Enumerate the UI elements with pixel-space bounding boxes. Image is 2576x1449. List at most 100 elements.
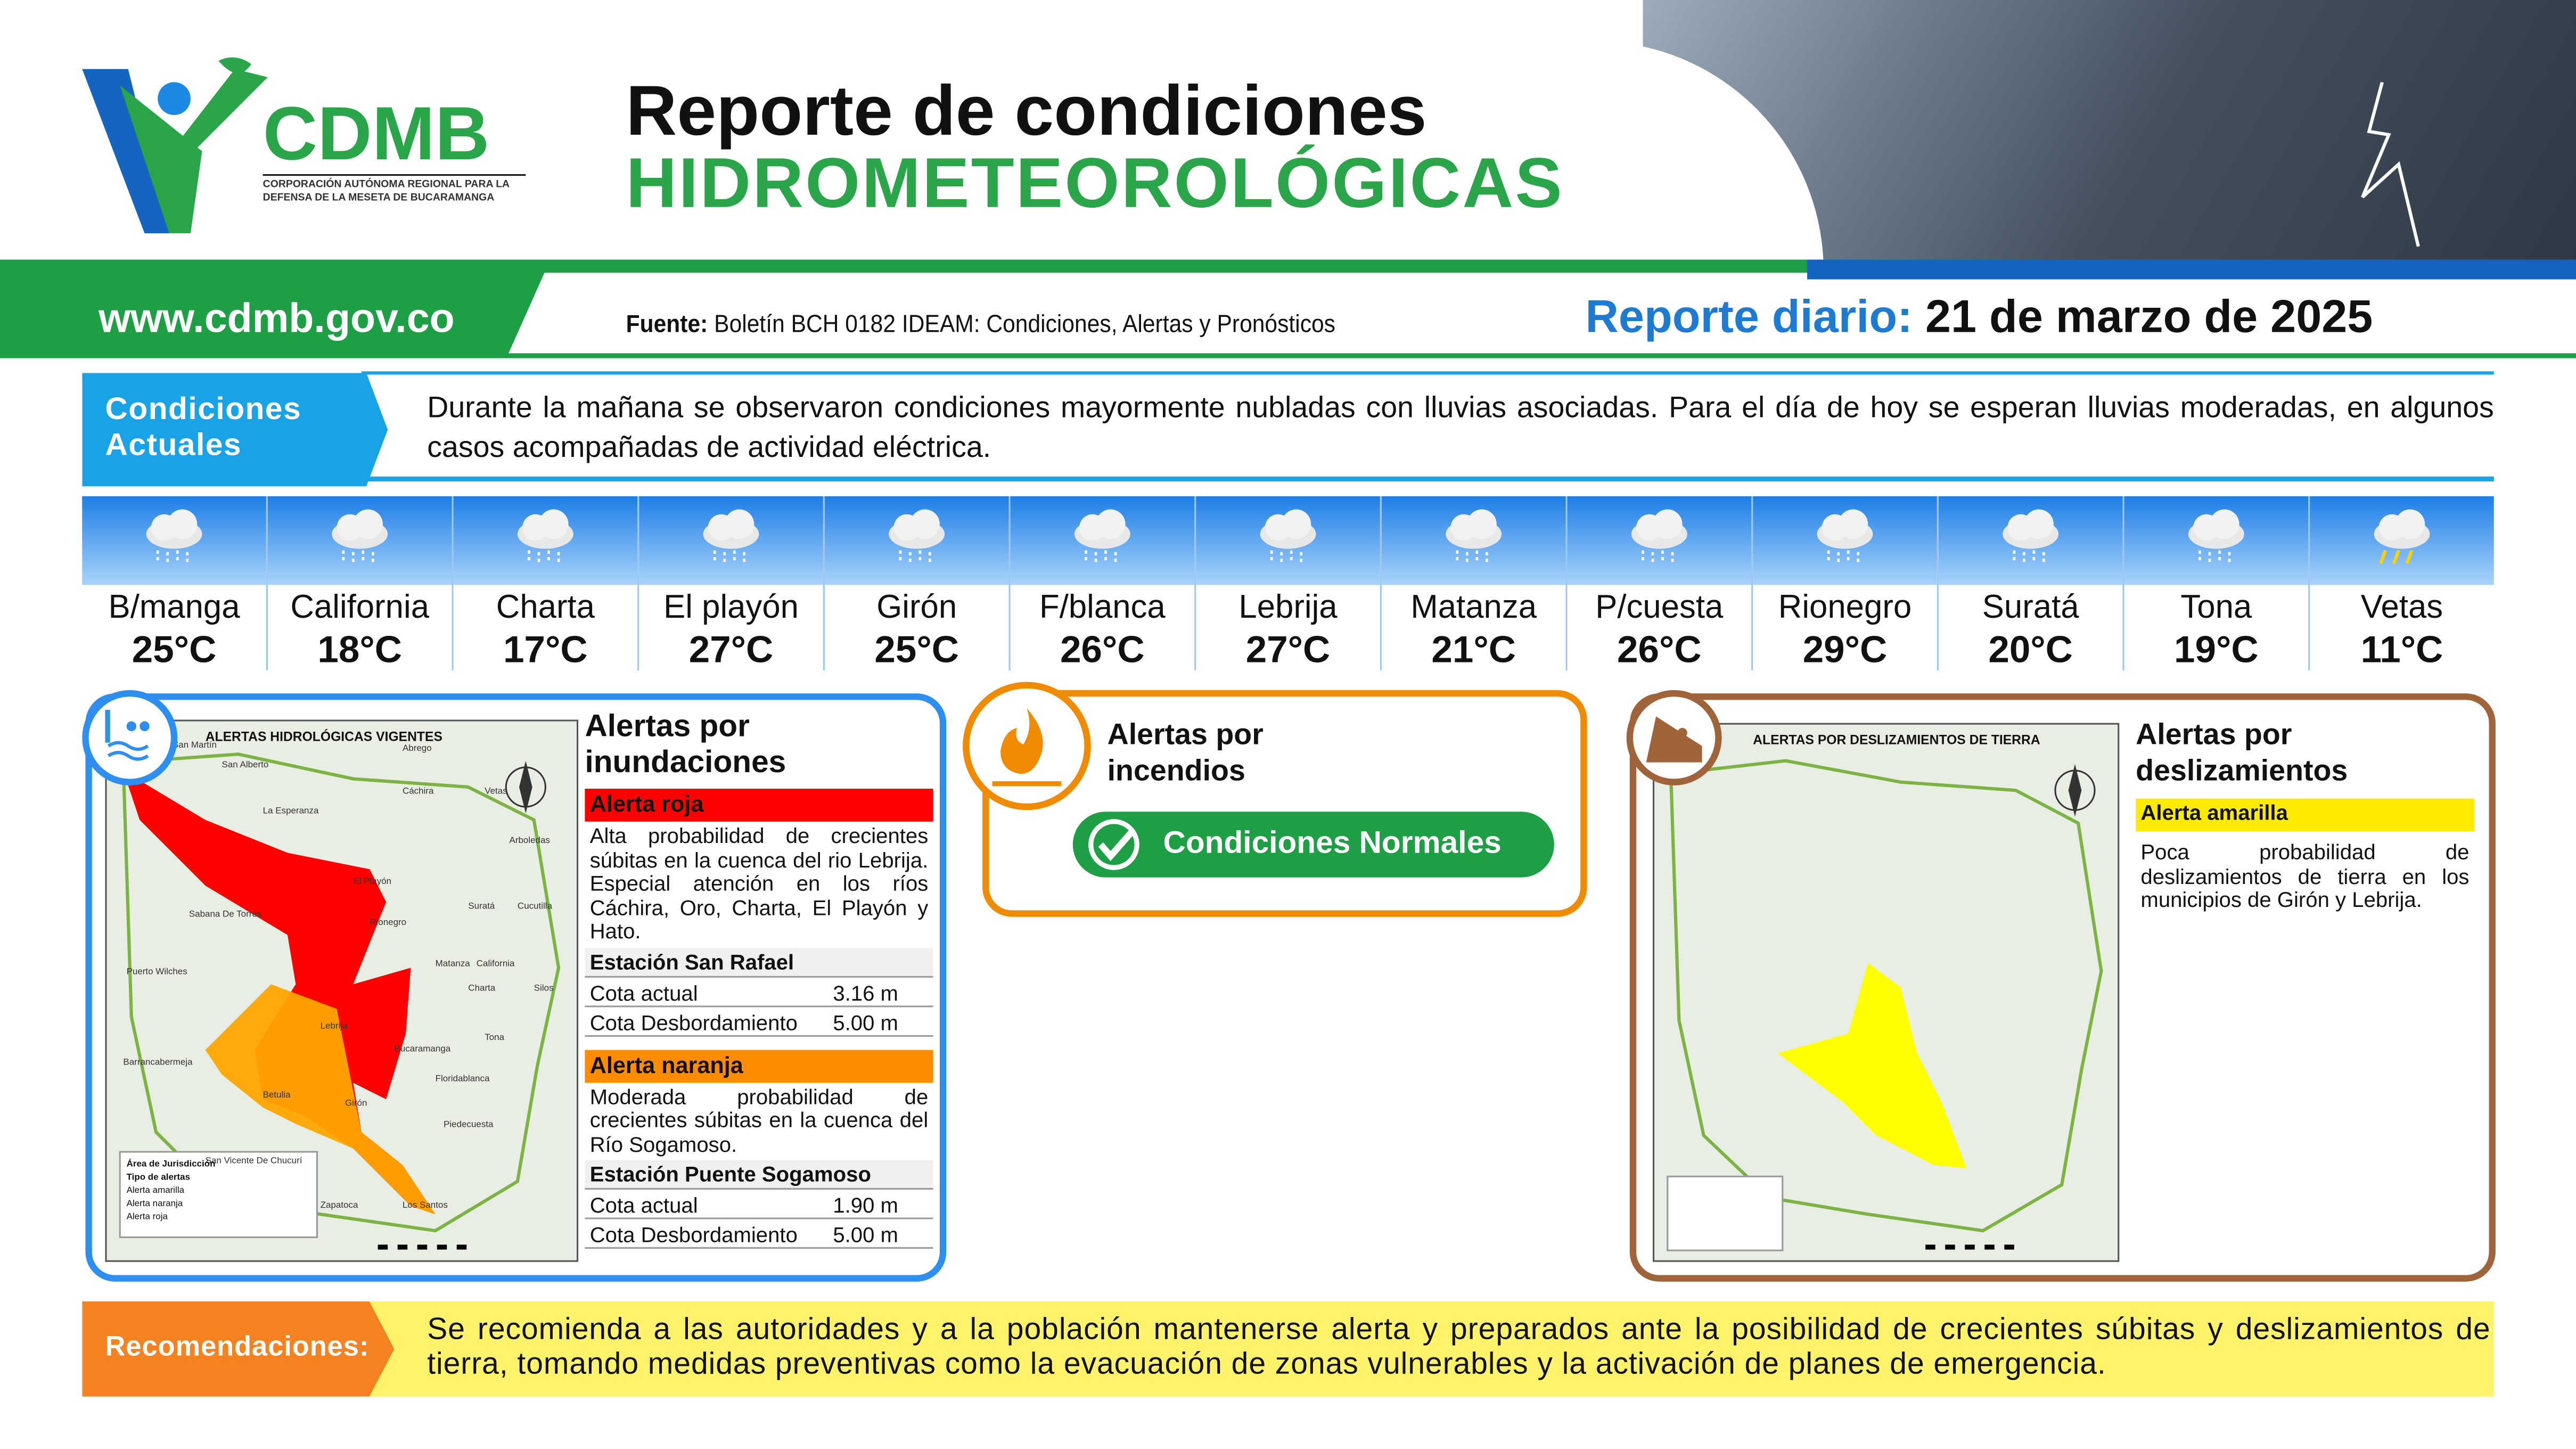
city-temperature: 29°C	[1802, 627, 1888, 670]
map-place-label: El Playón	[353, 877, 392, 888]
city-name: Lebrija	[1238, 590, 1338, 626]
map-place-label: Cucutilla	[517, 902, 553, 912]
city-temperature: 27°C	[1245, 627, 1331, 670]
map-place-label: Bucaramanga	[394, 1045, 451, 1055]
website-link[interactable]: www.cdmb.gov.co	[99, 296, 455, 342]
weather-city-11: Tona 19°C	[2124, 496, 2310, 670]
map-place-label: San Alberto	[221, 760, 269, 771]
city-temperature: 26°C	[1060, 627, 1145, 670]
page-title-highlight: HIDROMETEOROLÓGICAS	[626, 144, 1564, 224]
logo-subtitle: CORPORACIÓN AUTÓNOMA REGIONAL PARA LA	[262, 179, 510, 191]
fire-status: Condiciones Normales	[1163, 826, 1502, 861]
city-name: Girón	[876, 590, 957, 626]
map-place-label: Betulia	[262, 1091, 291, 1101]
city-name: P/cuesta	[1595, 590, 1724, 626]
map-place-label: Abrego	[402, 744, 432, 755]
report-label: Reporte diario:	[1585, 291, 1913, 342]
weather-city-12: Vetas 11°C	[2310, 496, 2494, 670]
map-place-label: San Vicente De Chucurí	[205, 1157, 302, 1167]
landslide-icon	[1626, 690, 1722, 785]
report-date: Reporte diario: 21 de marzo de 2025	[1586, 291, 2373, 343]
recommendations-label: Recomendaciones:	[82, 1301, 395, 1397]
map-title: ALERTAS HIDROLÓGICAS VIGENTES	[205, 729, 442, 744]
divider	[0, 353, 2576, 358]
flood-map: ALERTAS HIDROLÓGICAS VIGENTES San Martín…	[105, 719, 579, 1262]
map-legend-item: Alerta roja	[126, 1213, 168, 1223]
rain-cloud-icon	[1817, 509, 1873, 566]
title-line: Alertas por	[1107, 718, 1264, 751]
city-name: Suratá	[1982, 590, 2079, 626]
row-value: 5.00 m	[833, 1010, 898, 1035]
landslide-map: ALERTAS POR DESLIZAMIENTOS DE TIERRA	[1653, 723, 2120, 1262]
city-temperature: 11°C	[2360, 627, 2443, 670]
city-name: Rionegro	[1778, 590, 1912, 626]
title-line: inundaciones	[585, 746, 786, 781]
table-row: Cota actual 3.16 m	[585, 977, 933, 1006]
logo-figure-icon	[82, 57, 268, 234]
weather-city-3: El playón 27°C	[639, 496, 825, 670]
city-name: Vetas	[2360, 590, 2443, 626]
row-label: Cota actual	[589, 980, 698, 1005]
weather-strip: B/manga 25°C California 18°C Charta 17°C…	[82, 496, 2494, 670]
city-name: California	[290, 590, 430, 626]
map-place-label: Puerto Wilches	[126, 968, 187, 978]
landslide-alerts-panel: ALERTAS POR DESLIZAMIENTOS DE TIERRA Ale…	[1626, 690, 2496, 1282]
compass-icon	[2054, 764, 2096, 817]
header-white-fill	[0, 0, 1643, 50]
rain-cloud-icon	[517, 509, 573, 566]
weather-city-7: Matanza 21°C	[1381, 496, 1568, 670]
cdmb-logo: CDMB CORPORACIÓN AUTÓNOMA REGIONAL PARA …	[79, 53, 526, 250]
lightning-icon	[2361, 82, 2420, 247]
rain-cloud-icon	[146, 509, 202, 566]
flood-alerts-panel: ALERTAS HIDROLÓGICAS VIGENTES San Martín…	[82, 690, 947, 1282]
city-temperature: 25°C	[132, 627, 217, 670]
compass-icon	[505, 760, 546, 814]
rain-cloud-icon	[1074, 509, 1130, 566]
map-place-label: Silos	[534, 984, 554, 994]
map-place-label: Los Santos	[402, 1201, 448, 1211]
table-row: Cota Desbordamiento 5.00 m	[585, 1006, 933, 1036]
city-name: Charta	[496, 590, 595, 626]
map-place-label: Sabana De Torres	[188, 910, 262, 920]
weather-city-2: Charta 17°C	[453, 496, 639, 670]
alert-orange-label: Alerta naranja	[585, 1049, 933, 1082]
row-value: 3.16 m	[833, 980, 898, 1005]
map-place-label: San Martín	[172, 741, 217, 751]
city-name: El playón	[663, 590, 799, 626]
check-circle-icon	[1088, 819, 1139, 870]
map-place-label: Cáchira	[402, 787, 434, 797]
normal-conditions-badge: Condiciones Normales	[1072, 812, 1554, 878]
map-place-label: California	[476, 959, 515, 970]
rain-cloud-icon	[889, 509, 945, 566]
rain-cloud-icon	[2003, 509, 2059, 566]
map-place-label: Rionegro	[370, 918, 407, 929]
conditions-label-line: Condiciones	[105, 392, 302, 428]
fire-icon	[963, 682, 1091, 811]
weather-city-9: Rionegro 29°C	[1753, 496, 1939, 670]
rain-cloud-icon	[2188, 509, 2244, 566]
map-place-label: Charta	[468, 984, 496, 994]
city-temperature: 18°C	[317, 627, 402, 670]
city-name: B/manga	[108, 590, 240, 626]
city-temperature: 20°C	[1988, 627, 2073, 670]
title-line: deslizamientos	[2136, 754, 2348, 787]
conditions-text: Durante la mañana se observaron condicio…	[427, 391, 2494, 464]
logo-subtitle: DEFENSA DE LA MESETA DE BUCARAMANGA	[262, 192, 495, 204]
recommendations-text: Se recomienda a las autoridades y a la p…	[427, 1311, 2491, 1380]
source-text: Fuente: Boletín BCH 0182 IDEAM: Condicio…	[626, 310, 1335, 338]
alert-yellow-text: Poca probabilidad de deslizamientos de t…	[2140, 839, 2470, 912]
city-name: Tona	[2180, 590, 2252, 626]
city-name: Matanza	[1410, 590, 1537, 626]
source-value: Boletín BCH 0182 IDEAM: Condiciones, Ale…	[708, 310, 1335, 339]
title-line: incendios	[1107, 754, 1245, 787]
map-place-label: Matanza	[435, 959, 470, 970]
row-label: Cota Desbordamiento	[589, 1222, 798, 1247]
city-temperature: 21°C	[1431, 627, 1516, 670]
conditions-label-line: Actuales	[105, 429, 242, 464]
city-name: F/blanca	[1039, 590, 1166, 626]
map-place-label: Piedecuesta	[444, 1120, 494, 1131]
flood-map-graphic	[119, 752, 561, 1250]
landslide-map-graphic	[1667, 759, 2103, 1251]
map-legend-item: Área de Jurisdicción	[126, 1160, 216, 1170]
table-row: Cota Desbordamiento 5.00 m	[585, 1219, 933, 1249]
